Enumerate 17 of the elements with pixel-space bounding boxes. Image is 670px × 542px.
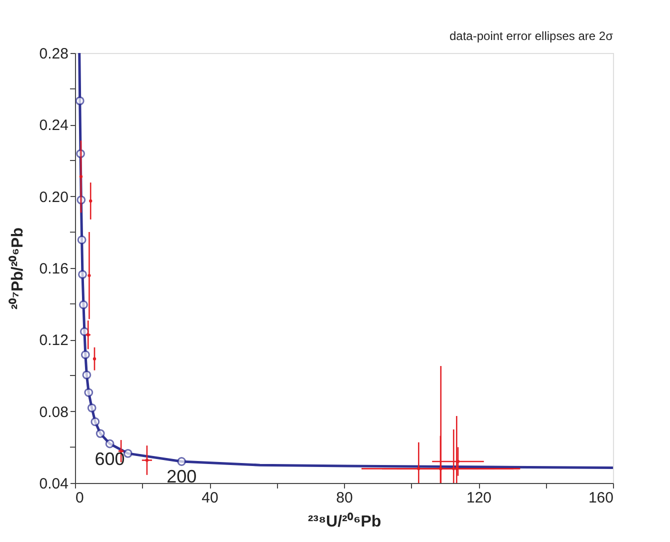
x-axis-title: ²³⁸U/²⁰⁶Pb — [308, 512, 382, 530]
x-tick-label: 160 — [588, 490, 614, 506]
x-tick-label: 120 — [466, 490, 492, 506]
annotation: 600 — [94, 448, 125, 469]
x-tick-label: 0 — [76, 490, 84, 506]
y-axis-title: ²⁰⁷Pb/²⁰⁶Pb — [8, 227, 26, 310]
y-tick-label: 0.20 — [39, 188, 68, 206]
x-tick-label: 40 — [202, 490, 218, 506]
y-tick-label: 0.12 — [39, 332, 68, 350]
y-tick-label: 0.04 — [39, 476, 68, 492]
y-tick-label: 0.16 — [39, 260, 68, 278]
y-tick-label: 0.08 — [39, 404, 68, 421]
x-tick-label: 80 — [336, 490, 353, 506]
annotation: 200 — [166, 466, 197, 486]
y-tick-label: 0.24 — [39, 117, 68, 134]
text: data-point error ellipses are 2σ — [450, 29, 614, 43]
y-tick-label: 0.28 — [39, 46, 68, 62]
